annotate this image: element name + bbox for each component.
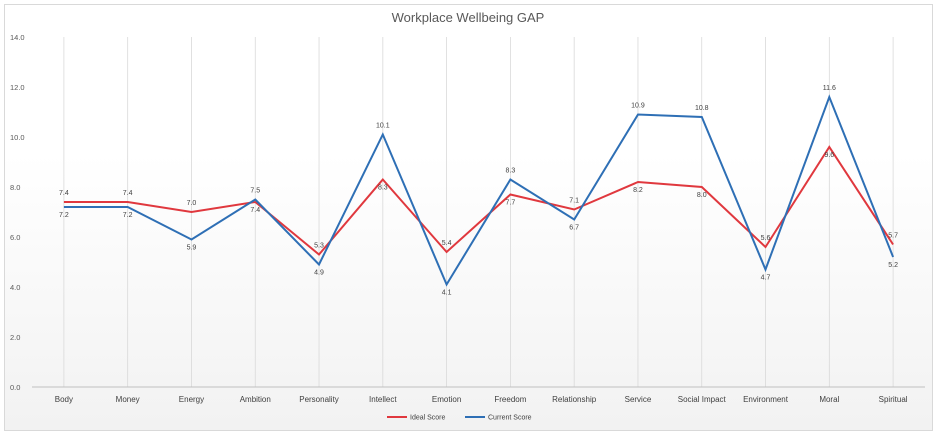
data-label: 5.7	[888, 233, 898, 240]
data-label: 5.3	[314, 243, 324, 250]
y-tick-label: 14.0	[10, 33, 25, 42]
x-tick-label: Body	[55, 395, 73, 404]
data-label: 10.9	[631, 103, 645, 110]
data-label: 7.1	[569, 198, 579, 205]
legend-label: Ideal Score	[410, 415, 446, 422]
data-label: 11.6	[823, 85, 836, 92]
x-tick-label: Money	[116, 395, 140, 404]
data-label: 6.7	[569, 225, 579, 232]
data-label: 4.7	[761, 275, 771, 282]
data-label: 8.3	[506, 168, 516, 175]
series-lines	[63, 94, 895, 287]
data-label: 7.0	[187, 200, 197, 207]
x-tick-label: Freedom	[494, 395, 526, 404]
y-tick-label: 4.0	[10, 283, 20, 292]
data-label: 5.6	[761, 235, 771, 242]
data-label: 8.3	[378, 185, 388, 192]
x-tick-label: Service	[625, 395, 652, 404]
x-tick-label: Moral	[819, 395, 839, 404]
x-tick-label: Emotion	[432, 395, 461, 404]
data-label: 4.1	[442, 290, 452, 297]
x-tick-label: Intellect	[369, 395, 397, 404]
series-line-ideal-score	[63, 145, 894, 256]
legend-item: Ideal Score	[387, 415, 446, 422]
data-label: 5.4	[442, 240, 452, 247]
data-label: 7.2	[123, 212, 133, 219]
x-tick-label: Energy	[179, 395, 204, 404]
y-tick-label: 6.0	[10, 233, 20, 242]
x-tick-label: Ambition	[240, 395, 271, 404]
x-axis: Body Money Energy Ambition Personality Intell…	[32, 386, 925, 404]
data-label: 5.2	[888, 262, 898, 269]
y-tick-label: 10.0	[10, 133, 25, 142]
data-label: 7.4	[59, 190, 69, 197]
y-tick-label: 2.0	[10, 333, 20, 342]
data-label: 8.2	[633, 187, 643, 194]
x-tick-label: Relationship	[552, 395, 597, 404]
y-tick-label: 8.0	[10, 183, 20, 192]
data-label: 9.6	[824, 152, 834, 159]
chart-title: Workplace Wellbeing GAP	[392, 10, 545, 25]
y-tick-label: 12.0	[10, 83, 25, 92]
data-label: 4.9	[314, 270, 324, 277]
data-label: 7.7	[506, 200, 516, 207]
data-label: 7.4	[123, 190, 133, 197]
series-line-current-score	[63, 94, 895, 287]
data-label: 7.4	[250, 207, 260, 214]
data-label: 5.9	[187, 245, 197, 252]
y-axis: 0.0 2.0 4.0 6.0 8.0 10.0 12.0 14.0	[10, 33, 25, 392]
x-tick-label: Social Impact	[678, 395, 727, 404]
x-tick-label: Environment	[743, 395, 789, 404]
x-tick-label: Personality	[299, 395, 339, 404]
data-labels: 7.4 7.4 7.0 7.4 5.3 8.3 5.4 7.7 7.1 8.2 8.0 5.6 9.6 5…	[59, 85, 898, 297]
legend-label: Current Score	[488, 415, 532, 422]
x-tick-label: Spiritual	[879, 395, 908, 404]
data-label: 7.2	[59, 212, 69, 219]
chart-frame	[4, 4, 933, 431]
data-label: 10.1	[376, 123, 390, 130]
y-tick-label: 0.0	[10, 383, 20, 392]
legend-item: Current Score	[465, 415, 532, 422]
legend: Ideal Score Current Score	[387, 415, 532, 422]
data-label: 10.8	[695, 105, 709, 112]
data-label: 7.5	[250, 188, 260, 195]
data-label: 8.0	[697, 192, 707, 199]
